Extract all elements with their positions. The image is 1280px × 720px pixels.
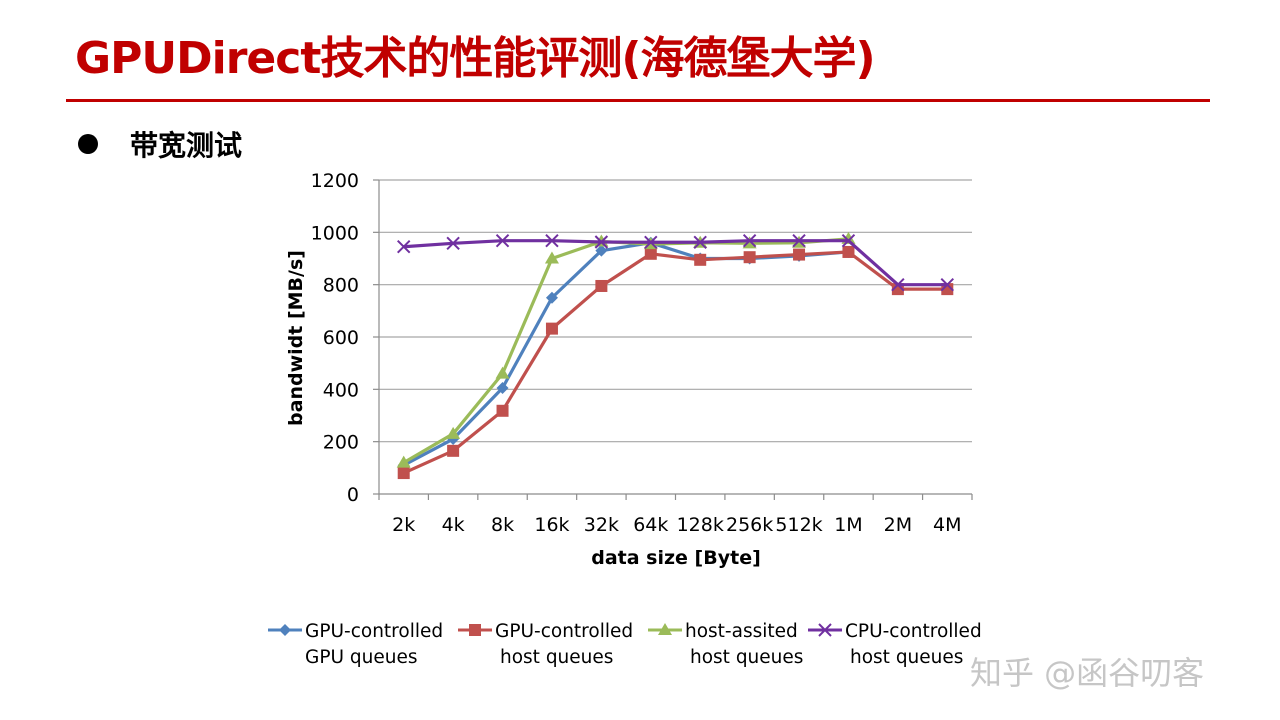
title-rule <box>66 99 1210 102</box>
series-1 <box>397 236 855 472</box>
series-line <box>403 239 948 287</box>
series-line <box>403 250 948 475</box>
y-tick-labels: 0 200 400 600 800 1000 1200 <box>311 170 359 506</box>
slide-title: GPUDirect技术的性能评测(海德堡大学) <box>75 33 876 84</box>
series-line <box>402 241 849 467</box>
x-tick-label: 4M <box>933 514 961 536</box>
legend-label: CPU-controlled <box>845 621 982 642</box>
data-point <box>595 244 608 257</box>
legend-swatch-marker <box>818 623 832 637</box>
legend-label: host-assited <box>685 621 798 642</box>
data-point <box>544 251 559 264</box>
y-tick-label: 600 <box>323 327 359 349</box>
legend-label: GPU-controlled <box>305 621 443 642</box>
legend-label-line2: GPU queues <box>305 647 418 668</box>
x-tick-label: 1M <box>834 514 862 536</box>
x-tick-label: 64k <box>633 514 668 536</box>
data-point <box>693 235 707 249</box>
watermark: 知乎 @函谷叨客 <box>970 654 1205 692</box>
x-tick-label: 512k <box>775 514 822 536</box>
data-point <box>397 467 410 480</box>
axes <box>373 179 973 500</box>
data-point <box>940 277 954 292</box>
x-tick-label: 32k <box>584 514 619 536</box>
x-tick-label: 128k <box>677 514 724 536</box>
x-tick-label: 4k <box>442 514 465 536</box>
data-point <box>792 233 806 248</box>
data-point <box>594 235 609 249</box>
data-point <box>793 248 806 261</box>
legend-item: host-assited host queues <box>648 621 803 668</box>
data-point <box>496 404 509 417</box>
legend-item: GPU-controlled GPU queues <box>268 621 443 668</box>
legend: GPU-controlled GPU queues GPU-controlled ho… <box>268 621 982 668</box>
y-tick-label: 200 <box>323 432 359 454</box>
data-point <box>397 240 411 254</box>
legend-item: GPU-controlled host queues <box>458 621 633 668</box>
x-tick-labels: 2k 4k 8k 16k 32k 64k 128k 256k 512k 1M 2M 4M <box>392 514 961 536</box>
bullet-text: 带宽测试 <box>130 129 243 162</box>
y-tick-label: 800 <box>323 275 359 297</box>
data-point <box>545 322 558 335</box>
data-point <box>742 233 757 248</box>
data-point <box>446 236 460 251</box>
data-point <box>891 277 905 292</box>
legend-swatch-marker <box>279 624 291 636</box>
y-tick-label: 1000 <box>311 222 359 244</box>
y-tick-label: 400 <box>323 379 359 401</box>
series-line <box>402 237 849 464</box>
legend-swatch-marker <box>658 623 672 635</box>
bullet-item: 带宽测试 <box>78 124 242 164</box>
x-tick-label: 256k <box>726 514 773 536</box>
data-point <box>495 233 510 248</box>
data-point <box>495 366 510 379</box>
x-tick-label: 2M <box>884 514 912 536</box>
data-point <box>644 247 657 260</box>
grid-lines <box>379 179 972 443</box>
series-3 <box>396 231 856 468</box>
data-point <box>644 235 658 249</box>
legend-label-line2: host queues <box>850 647 963 668</box>
x-tick-label: 16k <box>534 514 569 536</box>
data-point <box>595 279 608 292</box>
data-point <box>446 426 461 439</box>
series-2 <box>397 245 954 480</box>
legend-label-line2: host queues <box>500 647 613 668</box>
legend-item: CPU-controlled host queues <box>808 621 982 668</box>
data-point <box>743 251 756 264</box>
x-axis-label: data size [Byte] <box>591 547 761 569</box>
legend-label: GPU-controlled <box>495 621 633 642</box>
data-point <box>447 444 460 457</box>
bullet-dot <box>78 134 98 154</box>
data-point <box>694 253 707 266</box>
x-tick-label: 2k <box>392 514 415 536</box>
data-point <box>842 245 855 258</box>
x-tick-label: 8k <box>491 514 514 536</box>
data-point <box>496 382 509 395</box>
y-tick-label: 0 <box>347 484 359 506</box>
legend-label-line2: host queues <box>690 647 803 668</box>
data-point <box>545 233 559 248</box>
series-4 <box>397 233 954 292</box>
series-lines <box>396 231 954 480</box>
y-axis-label: bandwidt [MB/s] <box>285 250 307 426</box>
y-tick-label: 1200 <box>311 170 359 192</box>
data-point <box>841 233 856 248</box>
data-point <box>396 455 411 468</box>
data-point <box>545 291 558 304</box>
legend-swatch-marker <box>469 624 481 636</box>
